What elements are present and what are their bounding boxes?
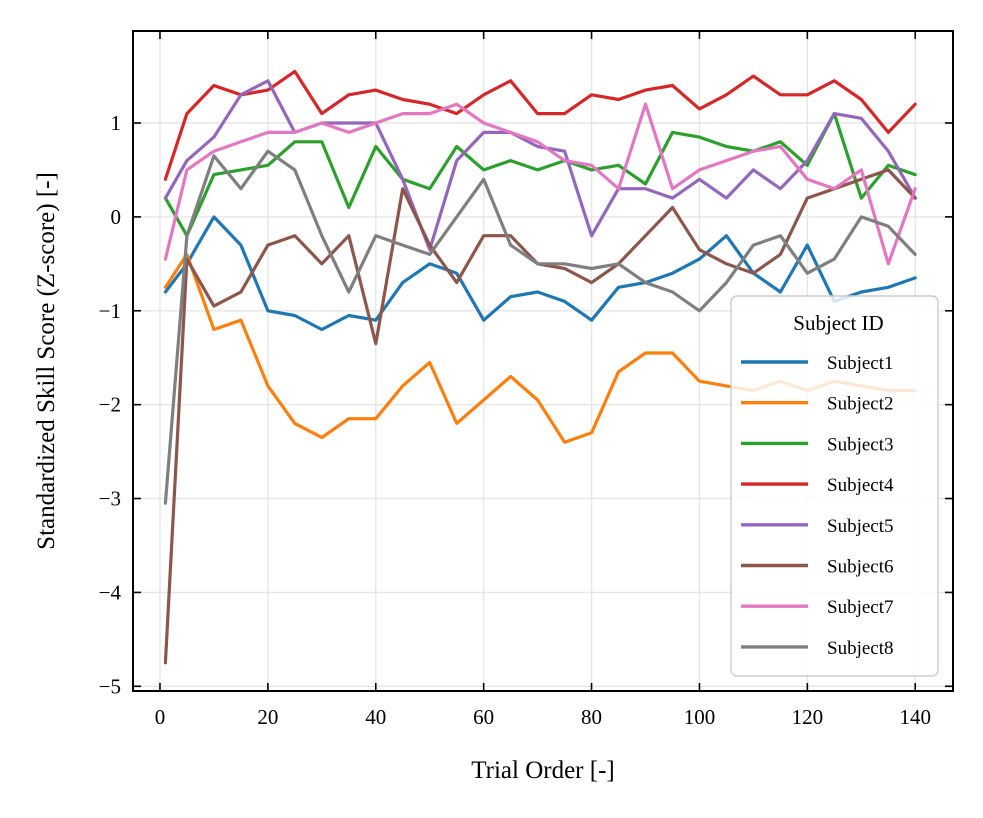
y-tick-label: −1	[99, 299, 121, 323]
legend-entry-label: Subject1	[827, 353, 894, 374]
x-tick-label: 140	[899, 705, 931, 729]
y-axis-label: Standardized Skill Score (Z-score) [-]	[33, 172, 60, 550]
y-tick-label: 1	[111, 111, 122, 135]
axis-ticks: 0 20 40 60 80 100 120 140 −5 −4 −3 −2 −1 0 1	[99, 31, 953, 729]
legend-entry-label: Subject2	[827, 394, 894, 415]
x-tick-label: 60	[473, 705, 494, 729]
legend-box	[730, 295, 939, 677]
legend: Subject ID Subject1 Subject2 Subject3 Subje…	[730, 295, 939, 677]
legend-entry-label: Subject4	[827, 475, 894, 496]
x-tick-label: 20	[257, 705, 278, 729]
series-line-subject4	[163, 69, 917, 181]
x-tick-label: 120	[792, 705, 824, 729]
y-tick-label: −4	[99, 580, 122, 604]
legend-entry-label: Subject3	[827, 434, 894, 455]
plot-frame	[132, 30, 954, 692]
series-lines	[163, 69, 917, 665]
x-tick-label: 100	[684, 705, 716, 729]
x-tick-label: 40	[365, 705, 386, 729]
x-axis-label: Trial Order [-]	[471, 757, 614, 784]
y-tick-label: −3	[99, 487, 121, 511]
x-tick-label: 80	[581, 705, 602, 729]
legend-entry-label: Subject6	[827, 557, 894, 578]
series-line-subject8	[163, 149, 917, 505]
legend-title: Subject ID	[793, 311, 883, 335]
legend-entry-label: Subject5	[827, 516, 894, 537]
legend-entry-label: Subject8	[827, 638, 894, 659]
series-line-subject5	[163, 79, 917, 252]
y-tick-label: −5	[99, 674, 121, 698]
x-tick-label: 0	[155, 705, 166, 729]
series-line-subject3	[163, 111, 917, 238]
legend-entry-label: Subject7	[827, 597, 894, 618]
y-tick-label: 0	[111, 205, 122, 229]
series-line-subject7	[163, 102, 917, 266]
y-tick-label: −2	[99, 393, 121, 417]
series-line-subject1	[163, 215, 917, 332]
